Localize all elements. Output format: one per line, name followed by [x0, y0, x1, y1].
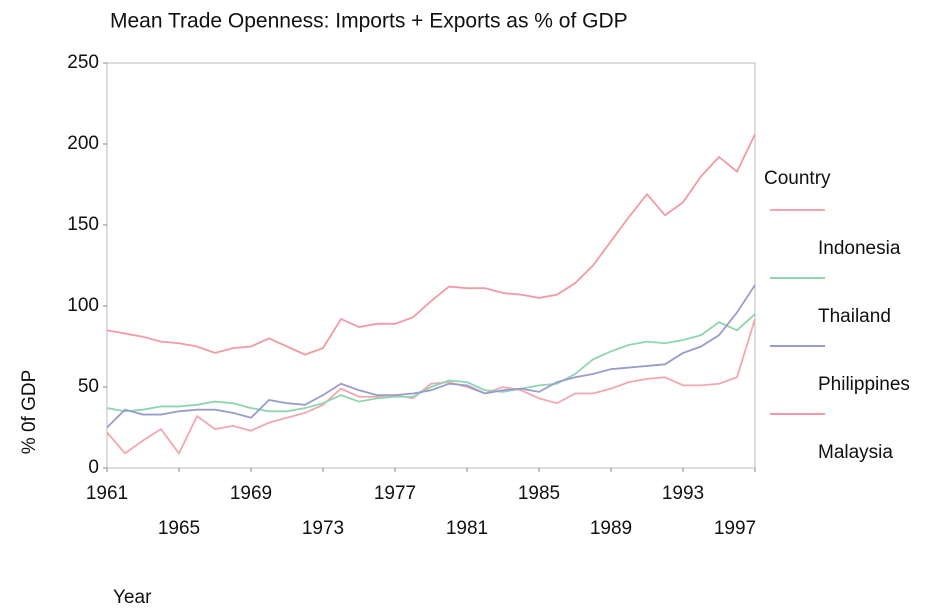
y-tick-label: 0 [88, 457, 99, 478]
y-tick-label: 250 [67, 52, 99, 73]
y-tick-label: 150 [67, 214, 99, 235]
legend-label: Thailand [818, 306, 891, 327]
legend-label: Malaysia [818, 442, 893, 463]
series-line [106, 284, 756, 429]
y-tick-label: 100 [67, 295, 99, 316]
series-line [106, 133, 756, 356]
plot-frame [106, 62, 756, 469]
legend-label: Philippines [818, 374, 910, 395]
x-tick-label: 1985 [518, 483, 560, 504]
x-tick-label: 1989 [590, 518, 632, 539]
legend-label: Indonesia [818, 238, 901, 259]
x-tick-label: 1969 [230, 483, 272, 504]
x-tick-label: 1977 [374, 483, 416, 504]
x-tick-label: 1993 [662, 483, 704, 504]
y-tick-label: 200 [67, 133, 99, 154]
y-axis-label: % 0f GDP [19, 370, 40, 454]
series-line [106, 318, 756, 456]
series-line [106, 313, 756, 413]
x-tick-label: 1981 [446, 518, 488, 539]
y-tick-label: 50 [78, 376, 99, 397]
chart-title: Mean Trade Openness: Imports + Exports a… [110, 10, 628, 33]
x-tick-label: 1961 [86, 483, 128, 504]
x-tick-label: 1997 [714, 518, 756, 539]
x-axis-label: Year [113, 587, 152, 608]
x-tick-label: 1965 [158, 518, 200, 539]
legend-title: Country [764, 168, 831, 189]
x-tick-label: 1973 [302, 518, 344, 539]
